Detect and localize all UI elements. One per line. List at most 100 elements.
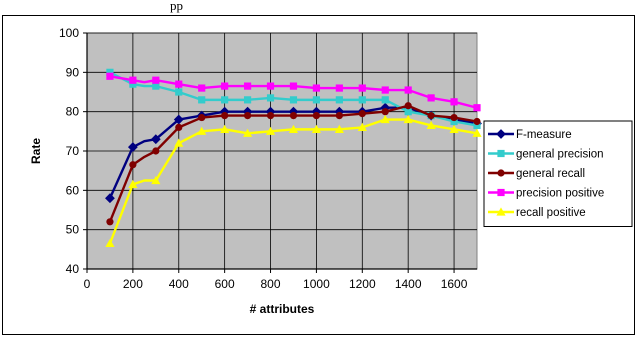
x-axis-title: # attributes: [250, 302, 315, 316]
y-tick-label: 80: [66, 105, 80, 119]
general-precision-point: [198, 96, 206, 104]
recall-positive-point: [403, 114, 413, 124]
precision-positive-point: [450, 98, 458, 106]
general-recall-point: [473, 117, 481, 126]
general-recall-point: [198, 113, 206, 122]
general-recall-point: [266, 112, 275, 120]
general-recall-point: [221, 112, 229, 120]
series-general-precision: [106, 68, 481, 130]
x-tick-label: 600: [215, 277, 235, 291]
general-precision-point: [129, 80, 137, 88]
precision-positive-point: [404, 86, 412, 94]
recall-positive-point: [197, 126, 207, 135]
top-caption: pp: [170, 0, 183, 13]
x-tick-label: 1200: [349, 277, 376, 291]
legend-item-f-measure: F-measure: [488, 129, 572, 141]
x-tick-label: 200: [123, 277, 143, 291]
general-precision-point: [312, 96, 321, 104]
legend-precision-positive-point: [497, 188, 505, 197]
legend-item-recall-positive: recall positive: [488, 207, 586, 219]
precision-positive-point: [243, 82, 252, 90]
general-precision-point: [450, 117, 458, 126]
general-precision-point: [106, 68, 114, 76]
legend-recall-positive-point: [496, 207, 506, 216]
precision-positive-point: [473, 104, 481, 112]
legend-label: F-measure: [516, 129, 572, 141]
series-general-recall: [106, 102, 481, 226]
general-precision-point: [266, 94, 275, 102]
general-recall-point: [129, 161, 137, 169]
general-precision-point: [381, 96, 389, 104]
f-measure-point: [150, 134, 161, 145]
y-tick-label: 50: [66, 223, 80, 237]
precision-positive-point: [175, 80, 183, 88]
recall-positive-point: [380, 114, 390, 124]
legend: F-measure general precision general recall…: [483, 120, 633, 227]
general-precision-point: [175, 88, 183, 96]
legend-label: precision positive: [516, 188, 604, 200]
legend-label: general recall: [516, 168, 585, 180]
y-axis-title: Rate: [29, 138, 43, 164]
general-precision-point: [289, 96, 298, 104]
legend-general-recall-point: [497, 169, 505, 177]
y-tick-label: 70: [66, 144, 80, 158]
precision-positive-point: [198, 84, 206, 92]
series-lines: [105, 68, 482, 248]
legend-item-general-recall: general recall: [488, 168, 585, 180]
x-tick-label: 400: [169, 277, 189, 291]
precision-positive-point: [335, 84, 343, 92]
x-tick-label: 1400: [395, 277, 422, 291]
recall-positive-point: [174, 138, 184, 147]
recall-positive-point: [426, 120, 436, 130]
recall-positive-point: [242, 128, 253, 137]
legend-f-measure-point: [496, 129, 506, 139]
x-tick-label: 1600: [441, 277, 468, 291]
precision-positive-point: [266, 82, 275, 90]
precision-positive-point: [381, 86, 389, 94]
precision-positive-point: [427, 94, 435, 102]
general-precision-point: [335, 96, 343, 104]
f-measure-point: [127, 142, 138, 152]
precision-positive-point: [221, 82, 229, 90]
f-measure-point: [173, 114, 184, 125]
x-tick-label: 1000: [303, 277, 330, 291]
general-precision-point: [404, 108, 412, 116]
general-recall-point: [427, 112, 435, 120]
y-tick-label: 60: [66, 183, 80, 197]
recall-positive-point: [151, 175, 161, 185]
recall-positive-point: [105, 238, 115, 248]
general-precision-point: [243, 96, 252, 104]
general-recall-point: [289, 112, 298, 120]
general-recall-point: [450, 113, 458, 122]
recall-positive-point: [128, 179, 138, 189]
f-measure-point: [105, 193, 115, 204]
recall-positive-point: [311, 124, 322, 133]
recall-positive-point: [449, 124, 459, 133]
precision-positive-point: [129, 76, 137, 84]
recall-positive-point: [288, 124, 299, 133]
recall-positive-point: [334, 124, 344, 133]
precision-positive-point: [152, 76, 160, 84]
x-tick-label: 800: [261, 277, 281, 291]
legend-general-precision-point: [497, 149, 505, 158]
precision-positive-point: [358, 84, 366, 92]
recall-positive-point: [472, 128, 482, 137]
recall-positive-point: [357, 122, 367, 131]
y-tick-label: 100: [59, 26, 79, 40]
precision-positive-point: [106, 72, 114, 80]
series-precision-positive: [106, 72, 481, 112]
general-precision-point: [221, 96, 229, 104]
precision-positive-point: [289, 82, 298, 90]
general-recall-point: [404, 102, 412, 110]
general-recall-point: [358, 110, 366, 118]
recall-positive-point: [220, 124, 230, 133]
legend-label: recall positive: [516, 207, 586, 219]
x-tick-label: 0: [84, 277, 91, 291]
general-recall-point: [335, 112, 343, 120]
y-tick-label: 90: [66, 65, 80, 79]
general-precision-point: [358, 96, 366, 104]
general-precision-point: [473, 121, 481, 130]
general-recall-point: [152, 147, 160, 155]
